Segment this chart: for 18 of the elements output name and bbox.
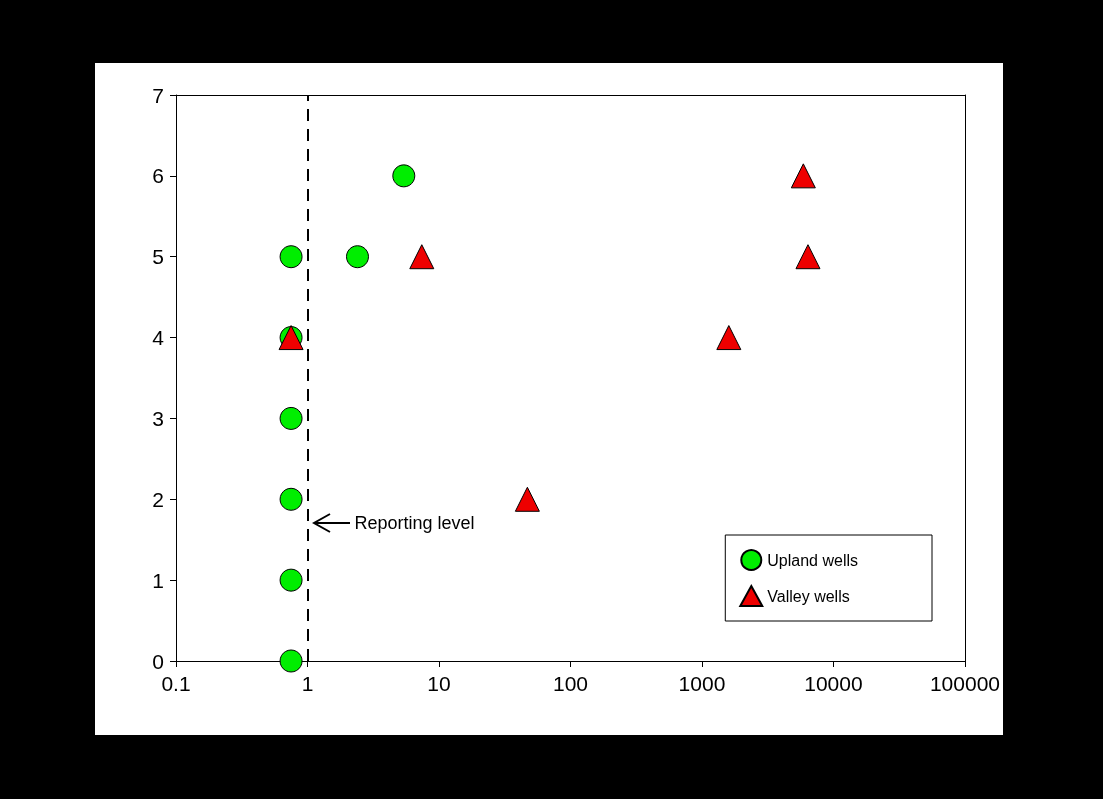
legend-label: Upland wells (767, 551, 859, 569)
x-tick-label: 1000 (678, 672, 726, 695)
x-tick-label: 100000 (929, 672, 1000, 695)
y-tick-label: 3 (152, 406, 164, 430)
y-tick-label: 2 (152, 487, 164, 511)
x-tick-label: 10 (427, 672, 451, 695)
x-tick-label: 10000 (804, 672, 863, 695)
legend-label: Valley wells (767, 587, 850, 605)
y-tick-label: 4 (152, 326, 165, 350)
y-tick-label: 1 (152, 568, 164, 592)
x-tick-label: 0.1 (161, 672, 191, 695)
ref-line-label: Reporting level (354, 513, 475, 534)
x-tick-label: 1 (301, 672, 314, 695)
y-tick-label: 6 (152, 164, 164, 188)
y-tick-label: 5 (152, 245, 164, 269)
y-tick-label: 7 (152, 83, 164, 107)
x-tick-label: 100 (552, 672, 588, 695)
y-tick-label: 0 (152, 649, 164, 673)
